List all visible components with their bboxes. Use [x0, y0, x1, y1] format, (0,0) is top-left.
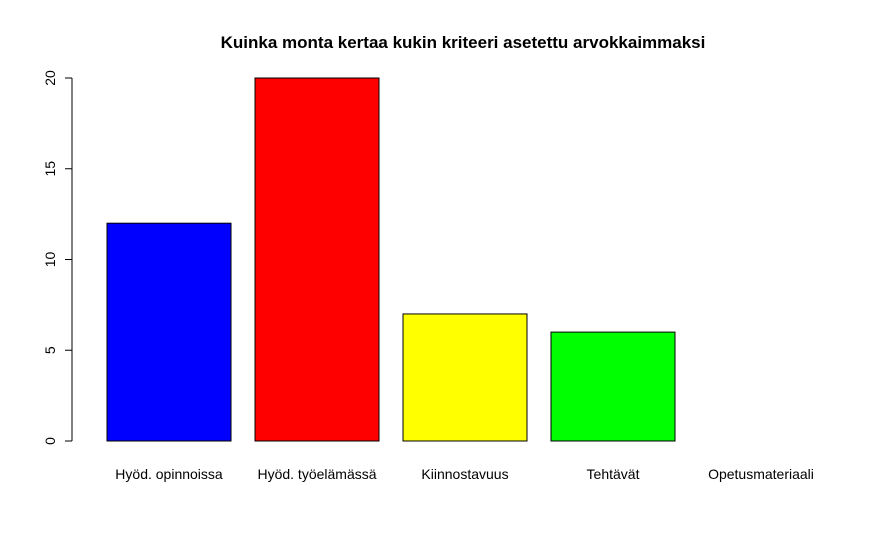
chart-title: Kuinka monta kertaa kukin kriteeri asete…: [221, 33, 706, 52]
bar: [550, 331, 676, 442]
y-tick-label: 10: [42, 252, 58, 268]
x-tick-label: Kiinnostavuus: [421, 466, 508, 482]
y-axis: 0 5 10 15 20: [42, 70, 73, 445]
y-tick-label: 20: [42, 70, 58, 86]
bars: [106, 77, 676, 442]
x-tick-label: Tehtävät: [587, 466, 640, 482]
x-tick-label: Opetusmateriaali: [708, 466, 814, 482]
x-tick-label: Hyöd. opinnoissa: [115, 466, 223, 482]
bar: [254, 77, 380, 442]
bar: [402, 313, 528, 442]
y-tick-label: 0: [42, 437, 58, 445]
bar: [106, 222, 232, 442]
y-tick-label: 5: [42, 346, 58, 354]
x-tick-label: Hyöd. työelämässä: [257, 466, 376, 482]
y-tick-label: 15: [42, 161, 58, 177]
x-axis-labels: Hyöd. opinnoissa Hyöd. työelämässä Kiinnos…: [115, 466, 814, 482]
